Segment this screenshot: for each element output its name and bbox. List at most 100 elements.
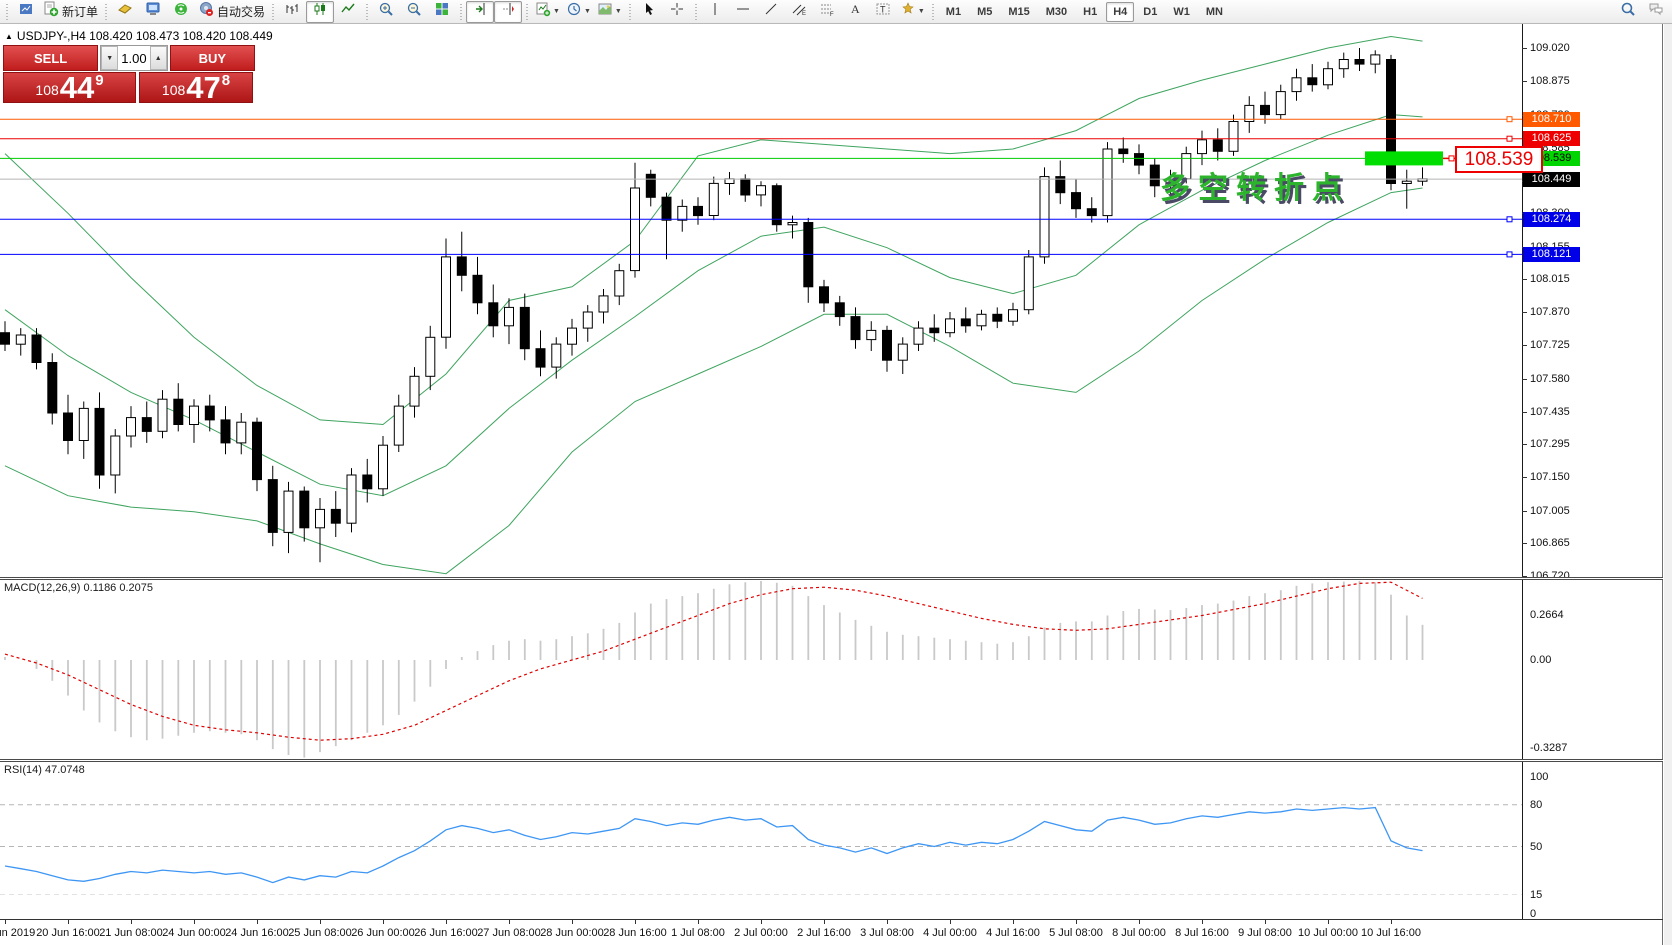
candle [441, 256, 451, 338]
templates-button[interactable]: ▼ [594, 1, 625, 23]
price-tick-mark [1522, 511, 1527, 512]
trendline-button[interactable] [757, 1, 785, 23]
line-anchor-marker[interactable] [1506, 251, 1513, 258]
volume-increase-button[interactable]: ▲ [149, 46, 167, 70]
new-chart-button[interactable]: ▼ [532, 1, 563, 23]
time-label: 10 Jul 16:00 [1361, 927, 1421, 939]
price-tick-mark [1522, 576, 1527, 577]
price-tick: 107.725 [1530, 339, 1570, 351]
volume-decrease-button[interactable]: ▼ [101, 46, 119, 70]
auto-scroll-button[interactable] [466, 0, 495, 23]
volume-field[interactable]: 1.00 [121, 50, 147, 66]
candle [787, 222, 798, 226]
candle [1118, 148, 1129, 155]
search-button[interactable] [1614, 1, 1642, 23]
periods-button[interactable]: ▼ [563, 1, 594, 23]
buy-button[interactable]: BUY [169, 45, 255, 71]
time-label: 8 Jul 00:00 [1112, 927, 1166, 939]
time-label: 20 Jun 16:00 [36, 927, 100, 939]
candle [567, 327, 577, 345]
chevron-down-icon: ▼ [553, 8, 560, 15]
pane-separator-rsi[interactable] [0, 759, 1663, 762]
new-order-button[interactable]: 新订单 [40, 1, 101, 23]
candle [866, 329, 877, 341]
timeframe-D1[interactable]: D1 [1143, 5, 1158, 18]
line-anchor-marker[interactable] [1506, 216, 1513, 223]
chart-shift-button[interactable] [494, 0, 523, 23]
candle [504, 306, 514, 327]
zoom-in-button[interactable] [372, 1, 400, 23]
toolbar-grip [626, 3, 633, 20]
chat-button[interactable] [1642, 1, 1670, 23]
time-label: 3 Jul 08:00 [860, 927, 914, 939]
candle [960, 318, 971, 327]
candle [1008, 309, 1018, 322]
auto-trading-button[interactable]: 自动交易 [195, 1, 268, 23]
terminal-button[interactable] [139, 1, 167, 23]
timeframe-H1[interactable]: H1 [1083, 5, 1098, 18]
timeframe-M15[interactable]: M15 [1008, 5, 1030, 18]
candle [897, 343, 908, 361]
price-tick: 107.005 [1530, 505, 1570, 517]
candle [834, 302, 845, 318]
app-button[interactable] [12, 1, 40, 23]
time-label: 10 Jul 00:00 [1298, 927, 1358, 939]
shapes-button[interactable]: ▼ [897, 1, 928, 23]
price-tick: 107.150 [1530, 471, 1570, 483]
text-button[interactable]: A [841, 1, 869, 23]
horizontal-line-button[interactable] [729, 1, 757, 23]
sell-button[interactable]: SELL [3, 45, 99, 71]
candle [1134, 153, 1144, 166]
candle [141, 417, 152, 432]
cursor-button[interactable] [635, 1, 663, 23]
ticket-button[interactable] [111, 1, 139, 23]
pane-separator-macd[interactable] [0, 577, 1663, 580]
template-icon [597, 1, 613, 22]
candle [929, 327, 940, 334]
macd-axis-value: -0.3287 [1530, 742, 1568, 754]
equidistant-channel-button[interactable]: E [785, 1, 813, 23]
chart-annotation-text: 多空转折点 [1160, 172, 1350, 205]
toolbar-grip [270, 3, 277, 20]
candle [299, 490, 310, 529]
bollinger-middle-band [4, 114, 1423, 497]
price-tick: 107.580 [1530, 373, 1570, 385]
candle-chart-button[interactable] [306, 0, 335, 23]
buy-price-display[interactable]: 108 47 8 [139, 72, 253, 103]
line-anchor-marker[interactable] [1506, 135, 1513, 142]
sell-price-display[interactable]: 108 44 9 [3, 72, 136, 103]
time-label: 24 Jun 00:00 [162, 927, 226, 939]
timeframe-M30[interactable]: M30 [1045, 5, 1068, 18]
timeframe-MN[interactable]: MN [1205, 5, 1223, 18]
price-chart-pane[interactable] [0, 24, 1522, 895]
tile-windows-button[interactable] [428, 1, 456, 23]
line-chart-button[interactable] [334, 1, 362, 23]
zoom-out-button[interactable] [400, 1, 428, 23]
price-tick: 107.870 [1530, 306, 1570, 318]
signals-button[interactable] [167, 1, 195, 23]
candle [1149, 164, 1160, 187]
candle [756, 185, 766, 196]
buy-price-big: 47 [186, 70, 221, 105]
text-label-button[interactable]: T [869, 1, 897, 23]
collapse-triangle-icon[interactable]: ▲ [5, 32, 13, 41]
buy-price-pip: 8 [221, 72, 231, 89]
time-tick-mark [1139, 920, 1140, 924]
timeframe-M1[interactable]: M1 [945, 5, 962, 18]
fibonacci-button[interactable]: F [813, 1, 841, 23]
callout-anchor [1448, 155, 1455, 162]
rsi-axis-value: 80 [1530, 799, 1543, 811]
highlight-rectangle[interactable] [1365, 151, 1443, 166]
ticket-icon [117, 1, 133, 22]
candle [1023, 256, 1034, 311]
line-anchor-marker[interactable] [1506, 116, 1513, 123]
time-label: 27 Jun 08:00 [477, 927, 541, 939]
vertical-line-button[interactable] [701, 1, 729, 23]
time-label: 4 Jul 16:00 [986, 927, 1040, 939]
timeframe-M5[interactable]: M5 [977, 5, 993, 18]
timeframe-W1[interactable]: W1 [1173, 5, 1190, 18]
timeframe-H4[interactable]: H4 [1106, 1, 1135, 22]
bar-chart-button[interactable] [278, 1, 306, 23]
crosshair-button[interactable] [663, 1, 691, 23]
